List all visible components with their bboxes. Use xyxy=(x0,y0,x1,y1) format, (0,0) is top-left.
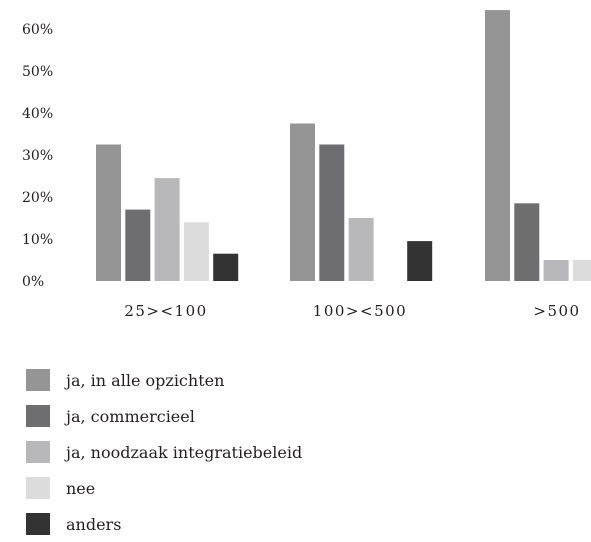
bar-2-1 xyxy=(514,203,540,281)
y-tick-label: 50% xyxy=(22,64,53,80)
bar-1-4 xyxy=(407,241,433,281)
legend-swatch xyxy=(26,441,50,463)
legend-item: ja, in alle opzichten xyxy=(26,362,302,398)
legend-label: nee xyxy=(66,478,96,498)
y-tick-label: 60% xyxy=(22,22,53,38)
bar-chart: 0% 10% 20% 30% 40% 50% 60% 25><100 100><500 >500 xyxy=(22,10,591,320)
y-tick-label: 20% xyxy=(22,190,53,206)
legend-label: anders xyxy=(66,514,122,534)
y-tick-label: 10% xyxy=(22,232,53,248)
x-category-label: 25><100 xyxy=(124,302,207,320)
bar-2-3 xyxy=(572,260,591,281)
legend-label: ja, in alle opzichten xyxy=(66,370,225,390)
legend-item: anders xyxy=(26,506,302,542)
bar-0-2 xyxy=(154,178,180,281)
bar-1-0 xyxy=(290,123,315,281)
x-category-label: 100><500 xyxy=(313,302,407,320)
bar-2-2 xyxy=(543,260,569,281)
bar-1-1 xyxy=(319,144,345,281)
bar-0-1 xyxy=(125,209,151,281)
legend-label: ja, noodzaak integratiebeleid xyxy=(66,442,303,462)
bar-0-4 xyxy=(213,253,239,281)
legend-label: ja, commercieel xyxy=(66,406,195,426)
legend-swatch xyxy=(26,369,50,391)
y-axis-ticks: 0% 10% 20% 30% 40% 50% 60% xyxy=(22,22,53,290)
x-category-label: >500 xyxy=(533,302,580,320)
bars xyxy=(96,10,591,281)
bar-1-2 xyxy=(348,218,374,281)
bar-2-0 xyxy=(485,10,510,281)
y-tick-label: 30% xyxy=(22,148,53,164)
legend-item: nee xyxy=(26,470,302,506)
legend-swatch xyxy=(26,513,50,535)
y-tick-label: 0% xyxy=(22,274,44,290)
legend-item: ja, commercieel xyxy=(26,398,302,434)
legend-swatch xyxy=(26,477,50,499)
legend-swatch xyxy=(26,405,50,427)
x-axis-labels: 25><100 100><500 >500 xyxy=(124,302,580,320)
legend: ja, in alle opzichten ja, commercieel ja, … xyxy=(26,362,302,542)
bar-0-3 xyxy=(183,222,209,281)
bar-0-0 xyxy=(96,144,121,281)
legend-item: ja, noodzaak integratiebeleid xyxy=(26,434,302,470)
y-tick-label: 40% xyxy=(22,106,53,122)
